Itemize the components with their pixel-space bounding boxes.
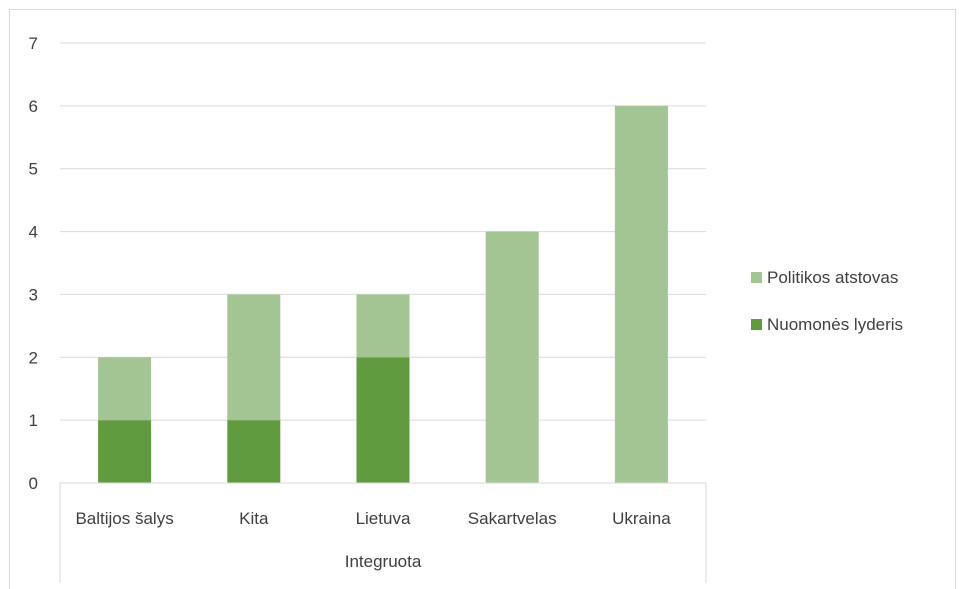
bar-sakartvelas-politikos-atstovas — [485, 231, 539, 483]
y-tick-label: 7 — [29, 34, 38, 53]
bar-baltijos-šalys-politikos-atstovas — [98, 357, 152, 421]
legend: Politikos atstovas Nuomonės lyderis — [751, 268, 903, 334]
x-tick-label: Baltijos šalys — [75, 509, 173, 528]
x-tick-label: Ukraina — [612, 509, 671, 528]
bar-baltijos-šalys-nuomones-lyderis — [98, 420, 152, 483]
legend-label: Nuomonės lyderis — [767, 315, 903, 334]
x-tick-label: Kita — [239, 509, 269, 528]
bar-kita-politikos-atstovas — [227, 294, 281, 421]
y-tick-label: 0 — [29, 474, 38, 493]
x-group-label: Integruota — [345, 552, 422, 571]
y-tick-label: 5 — [29, 160, 38, 179]
bar-lietuva-nuomones-lyderis — [356, 357, 410, 483]
legend-swatch — [751, 319, 762, 330]
bars — [98, 105, 668, 483]
chart-frame — [9, 9, 956, 589]
y-axis: 0 1 2 3 4 5 6 7 — [29, 34, 38, 493]
bar-ukraina-politikos-atstovas — [614, 105, 668, 483]
y-tick-label: 4 — [29, 223, 38, 242]
y-tick-label: 3 — [29, 285, 38, 304]
x-axis: Baltijos šalys Kita Lietuva Sakartvelas Ukra… — [59, 482, 707, 583]
y-tick-label: 1 — [29, 411, 38, 430]
bar-kita-nuomones-lyderis — [227, 420, 281, 483]
x-tick-label: Lietuva — [356, 509, 411, 528]
y-tick-label: 2 — [29, 348, 38, 367]
bar-lietuva-politikos-atstovas — [356, 294, 410, 358]
legend-label: Politikos atstovas — [767, 268, 898, 287]
y-tick-label: 6 — [29, 97, 38, 116]
legend-swatch — [751, 272, 762, 283]
x-tick-label: Sakartvelas — [468, 509, 557, 528]
